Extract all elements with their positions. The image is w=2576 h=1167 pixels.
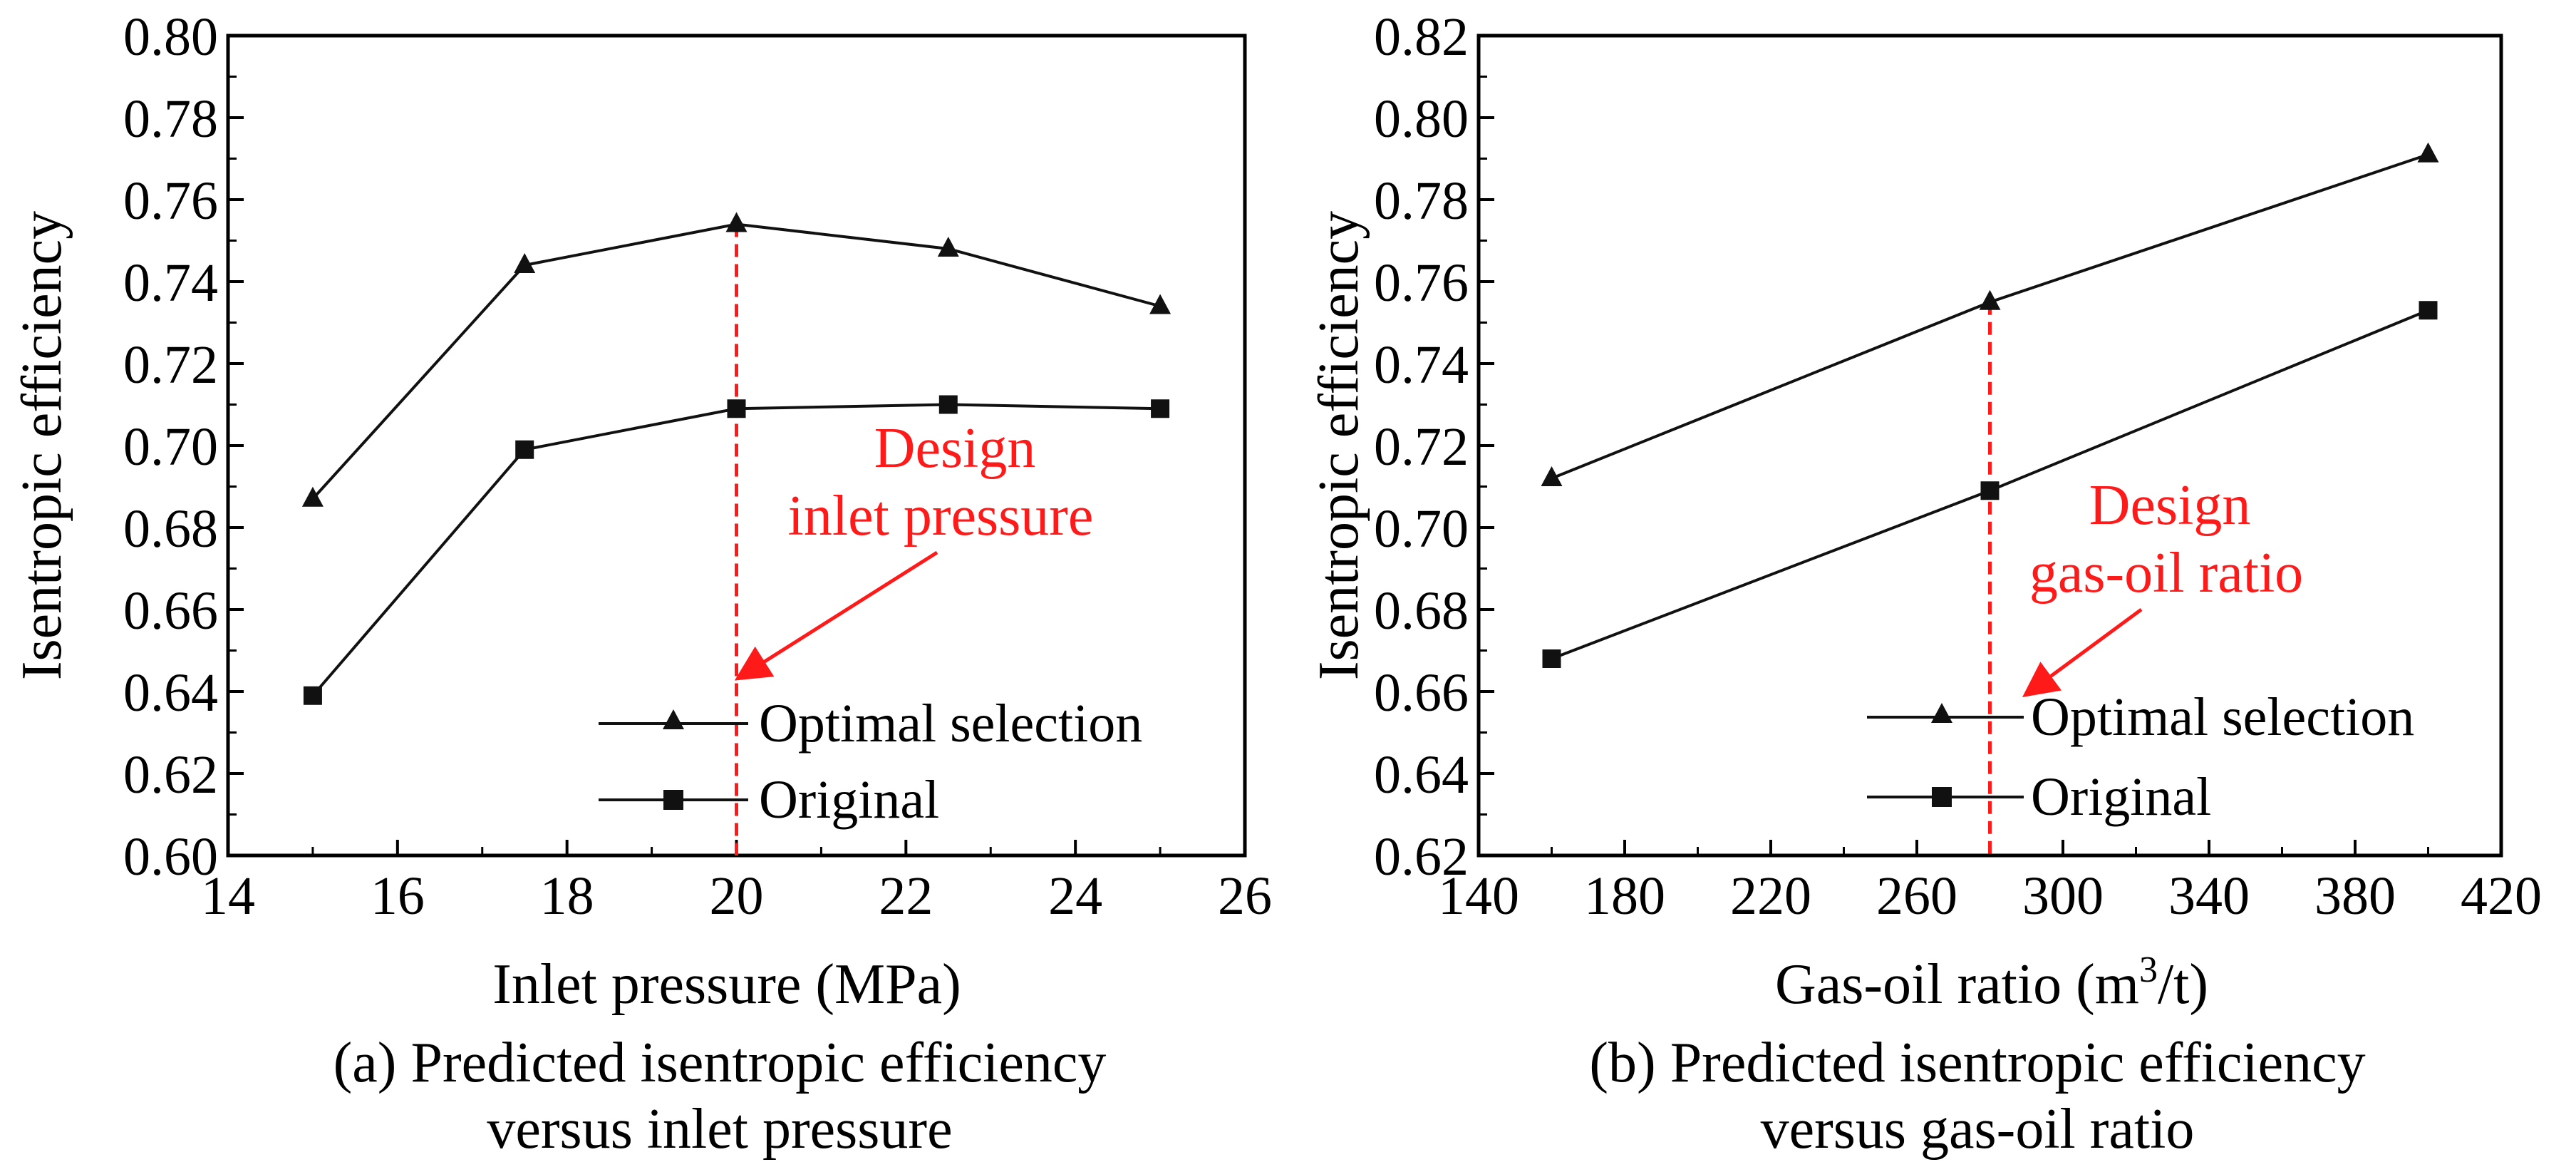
legend-label-optimal: Optimal selection [759, 694, 1142, 754]
square-marker [938, 395, 958, 414]
chart-panel-b: 0.62 0.64 0.66 0.68 0.70 0.72 0.74 0.76 0.78 0.80… [1308, 7, 2542, 1161]
y-tick-label: 0.74 [1374, 335, 1469, 395]
legend-marker-square [1932, 787, 1952, 807]
triangle-marker [937, 237, 959, 257]
x-tick-label: 14 [201, 866, 255, 926]
x-tick-label: 340 [2168, 866, 2250, 926]
x-axis-label-superscript: 3 [2139, 950, 2158, 990]
y-tick-label: 0.66 [1374, 663, 1469, 723]
y-tick-label: 0.80 [1374, 89, 1469, 149]
annotation-arrow [734, 550, 938, 681]
chart-panel-a: 0.60 0.62 0.64 0.66 0.68 0.70 0.72 0.74 0.76 0.78… [11, 7, 1272, 1161]
x-ticks: 140 180 220 260 300 340 380 420 [1438, 840, 2542, 926]
y-tick-label: 0.64 [123, 663, 218, 723]
x-tick-label: 16 [371, 866, 425, 926]
y-tick-label: 0.62 [123, 745, 218, 805]
x-tick-label: 220 [1730, 866, 1811, 926]
x-tick-label: 20 [710, 866, 764, 926]
x-tick-label: 180 [1584, 866, 1665, 926]
y-tick-label: 0.72 [123, 335, 218, 395]
x-axis-label: Gas-oil ratio (m3/t) [1775, 950, 2208, 1016]
legend-marker-triangle [663, 709, 684, 729]
y-tick-label: 0.68 [123, 499, 218, 559]
series-group [301, 212, 1171, 705]
x-tick-label: 22 [879, 866, 933, 926]
y-tick-label: 0.60 [123, 827, 218, 887]
x-ticks: 14 16 18 20 22 24 26 [201, 840, 1272, 926]
x-tick-label: 26 [1218, 866, 1272, 926]
caption-line2: versus gas-oil ratio [1761, 1098, 2195, 1161]
y-tick-label: 0.74 [123, 253, 218, 313]
square-marker [303, 686, 322, 705]
triangle-marker [301, 486, 324, 507]
caption-line2: versus inlet pressure [487, 1098, 952, 1161]
square-marker [727, 399, 746, 418]
triangle-marker [514, 253, 536, 273]
y-tick-label: 0.78 [123, 89, 218, 149]
y-tick-label: 0.66 [123, 581, 218, 641]
x-tick-label: 18 [540, 866, 594, 926]
caption-line1: (a) Predicted isentropic efficiency [333, 1032, 1107, 1094]
y-tick-label: 0.82 [1374, 7, 1469, 67]
y-tick-label: 0.68 [1374, 581, 1469, 641]
square-marker [1151, 399, 1170, 418]
legend: Optimal selection Original [599, 694, 1142, 830]
square-marker [1542, 649, 1561, 668]
square-marker [515, 440, 534, 459]
triangle-marker [2417, 142, 2439, 163]
legend-label-optimal: Optimal selection [2031, 687, 2414, 747]
square-marker [2419, 301, 2438, 320]
x-tick-label: 260 [1876, 866, 1957, 926]
y-tick-label: 0.62 [1374, 827, 1469, 887]
x-tick-label: 420 [2461, 866, 2542, 926]
y-tick-label: 0.76 [1374, 253, 1469, 313]
caption-line1: (b) Predicted isentropic efficiency [1589, 1032, 2365, 1094]
y-ticks: 0.62 0.64 0.66 0.68 0.70 0.72 0.74 0.76 0.78 0.80… [1374, 7, 1494, 887]
triangle-marker [725, 212, 748, 232]
y-tick-label: 0.78 [1374, 171, 1469, 231]
triangle-marker [1979, 289, 2001, 310]
annotation-line1: Design [874, 417, 1036, 480]
x-tick-label: 24 [1048, 866, 1102, 926]
legend-label-original: Original [2031, 767, 2211, 827]
x-axis-label-main: Gas-oil ratio (m [1775, 953, 2139, 1016]
x-tick-label: 140 [1438, 866, 1519, 926]
y-ticks: 0.60 0.62 0.64 0.66 0.68 0.70 0.72 0.74 0.76 0.78… [123, 7, 244, 887]
annotation-arrow [2022, 607, 2143, 697]
square-marker [1980, 481, 2000, 500]
legend-label-original: Original [759, 770, 939, 830]
triangle-marker [1149, 294, 1171, 314]
y-tick-label: 0.76 [123, 171, 218, 231]
annotation-line2: inlet pressure [788, 485, 1094, 547]
legend: Optimal selection Original [1867, 687, 2414, 827]
x-tick-label: 300 [2022, 866, 2104, 926]
y-tick-label: 0.70 [123, 417, 218, 477]
annotation-line1: Design [2089, 474, 2251, 537]
x-axis-label-tail: /t) [2158, 953, 2208, 1016]
x-axis-label: Inlet pressure (MPa) [492, 953, 961, 1016]
y-tick-label: 0.64 [1374, 745, 1469, 805]
triangle-marker [1541, 466, 1563, 486]
legend-marker-square [663, 790, 683, 810]
x-tick-label: 380 [2314, 866, 2396, 926]
y-axis-label: Isentropic efficiency [11, 211, 73, 680]
legend-marker-triangle [1931, 703, 1952, 723]
y-tick-label: 0.80 [123, 7, 218, 67]
y-tick-label: 0.70 [1374, 499, 1469, 559]
y-tick-label: 0.72 [1374, 417, 1469, 477]
y-axis-label: Isentropic efficiency [1308, 211, 1370, 680]
series-group [1541, 142, 2439, 668]
annotation-line2: gas-oil ratio [2029, 542, 2303, 605]
